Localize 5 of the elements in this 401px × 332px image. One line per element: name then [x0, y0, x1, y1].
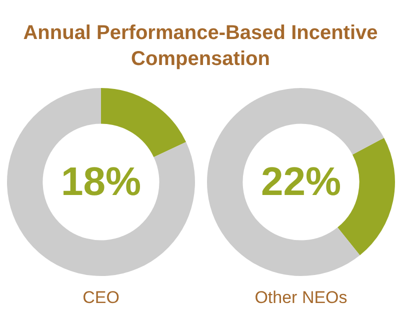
- text: 22%: [260, 160, 342, 204]
- text: 18%: [60, 160, 142, 204]
- text: Other NEOs: [254, 288, 348, 308]
- chart-title: Annual Performance-Based Incentive Compensation: [22, 21, 379, 72]
- text: CEO: [82, 288, 120, 308]
